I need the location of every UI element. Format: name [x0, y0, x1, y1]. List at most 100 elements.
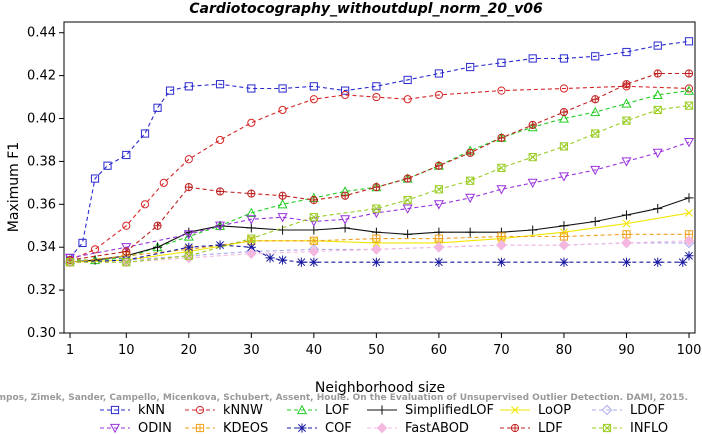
- data-point-ldf: [435, 162, 443, 170]
- x-tick-label: 90: [618, 343, 635, 358]
- legend-label-simplifiedlof: SimplifiedLOF: [405, 403, 494, 418]
- series-line-ldof: [69, 242, 689, 263]
- y-tick-label: 0.36: [27, 197, 56, 212]
- data-point-inflo: [653, 105, 662, 115]
- data-point-fastabod: [371, 244, 382, 255]
- data-point-kdeos: [435, 235, 443, 243]
- data-point-cof: [184, 242, 194, 252]
- data-point-cof: [296, 257, 306, 267]
- legend-marker-odin: [109, 423, 121, 434]
- data-point-knnw: [372, 92, 381, 102]
- data-point-lof: [558, 113, 569, 123]
- data-point-knnw: [215, 135, 225, 145]
- data-point-ldf: [372, 183, 380, 191]
- data-point-inflo: [247, 234, 256, 243]
- data-point-odin: [433, 200, 444, 210]
- legend-label-inflo: INFLO: [630, 421, 668, 434]
- data-point-inflo: [403, 196, 412, 204]
- data-point-cof: [684, 251, 694, 261]
- legend-label-odin: ODIN: [138, 421, 172, 434]
- axes: 1 10 20 30 40 50 60 70 80 90 100 0.30 0.32 0.34 0.36 0.…: [27, 21, 701, 358]
- data-point-inflo: [247, 234, 256, 243]
- data-point-simplifiedlof: [403, 229, 413, 239]
- data-point-kdeos: [372, 235, 380, 243]
- legend-label-kdeos: KDEOS: [223, 421, 268, 434]
- watermark: Campos, Zimek, Sander, Campello, Micenko…: [0, 393, 688, 403]
- data-point-knn: [684, 37, 694, 46]
- x-tick-label: 20: [181, 343, 198, 358]
- data-point-knnw: [684, 84, 694, 93]
- data-point-inflo: [685, 101, 693, 110]
- series-line-inflo: [70, 105, 690, 263]
- data-point-odin: [340, 215, 351, 225]
- legend-label-knnw: kNNW: [223, 403, 263, 418]
- data-point-kdeos: [497, 232, 506, 241]
- y-tick-label: 0.42: [27, 69, 56, 84]
- data-point-inflo: [309, 213, 318, 222]
- legend-marker-loop: [511, 406, 519, 414]
- data-point-inflo: [591, 129, 600, 138]
- data-point-odin: [652, 148, 663, 159]
- data-point-knn: [103, 161, 112, 170]
- data-point-fastabod: [308, 246, 320, 257]
- data-point-knnw: [341, 90, 350, 100]
- plot-frame: [63, 21, 696, 334]
- chart-title: Cardiotocography_withoutdupl_norm_20_v06: [189, 1, 543, 17]
- data-point-knn: [622, 47, 631, 57]
- data-point-fastabod: [433, 241, 445, 253]
- data-point-cof: [371, 257, 381, 267]
- data-point-knn: [403, 75, 412, 85]
- y-tick-label: 0.40: [27, 112, 56, 127]
- data-point-fastabod: [246, 248, 257, 259]
- data-point-knnw: [122, 221, 131, 230]
- series-line-knn: [69, 40, 690, 259]
- data-point-odin: [246, 215, 257, 225]
- data-point-odin: [527, 178, 538, 189]
- series-inflo: [65, 101, 694, 267]
- legend-label-fastabod: FastABOD: [405, 421, 469, 434]
- y-tick-label: 0.34: [27, 240, 56, 255]
- x-tick-label: 30: [243, 343, 260, 358]
- series-line-fastabod: [70, 240, 690, 263]
- legend-marker-cof: [297, 423, 307, 433]
- data-point-knn: [247, 84, 256, 93]
- data-point-knn: [122, 150, 131, 160]
- series-line-knnw: [69, 85, 690, 261]
- data-point-knnw: [403, 95, 412, 104]
- data-point-kdeos: [622, 230, 631, 238]
- data-point-inflo: [403, 195, 412, 205]
- data-point-ldf: [404, 174, 412, 183]
- data-point-simplifiedlof: [152, 242, 163, 252]
- data-point-ldf: [591, 95, 599, 103]
- data-point-cof: [434, 257, 444, 267]
- legend-marker-fastabod: [376, 422, 388, 434]
- legend-marker-ldf: [511, 424, 519, 432]
- data-point-ldf: [310, 196, 318, 204]
- legend-item-cof: COF: [287, 421, 352, 434]
- data-point-odin: [402, 204, 413, 214]
- data-point-inflo: [497, 163, 506, 172]
- data-point-knn: [165, 86, 175, 95]
- data-point-lof: [527, 121, 538, 132]
- legend-marker-inflo: [602, 423, 612, 433]
- data-point-cof: [496, 257, 507, 267]
- data-point-lof: [277, 199, 288, 209]
- data-point-lof: [683, 85, 695, 95]
- data-point-inflo: [591, 129, 600, 138]
- series-ldf: [65, 69, 694, 265]
- x-tick-label: 80: [556, 343, 573, 358]
- data-point-cof: [277, 255, 288, 265]
- data-point-knnw: [434, 90, 443, 100]
- data-point-knn: [90, 174, 100, 183]
- data-point-simplifiedlof: [684, 193, 694, 203]
- data-point-odin: [183, 230, 194, 240]
- data-point-fastabod: [621, 237, 632, 249]
- x-tick-label: 40: [306, 343, 323, 358]
- data-point-odin: [277, 213, 288, 223]
- data-point-ldf: [529, 121, 537, 129]
- data-point-odin: [590, 165, 601, 176]
- data-point-ldf: [622, 80, 631, 88]
- data-point-cof: [309, 257, 319, 267]
- data-point-cof: [678, 257, 688, 267]
- data-point-inflo: [466, 176, 475, 185]
